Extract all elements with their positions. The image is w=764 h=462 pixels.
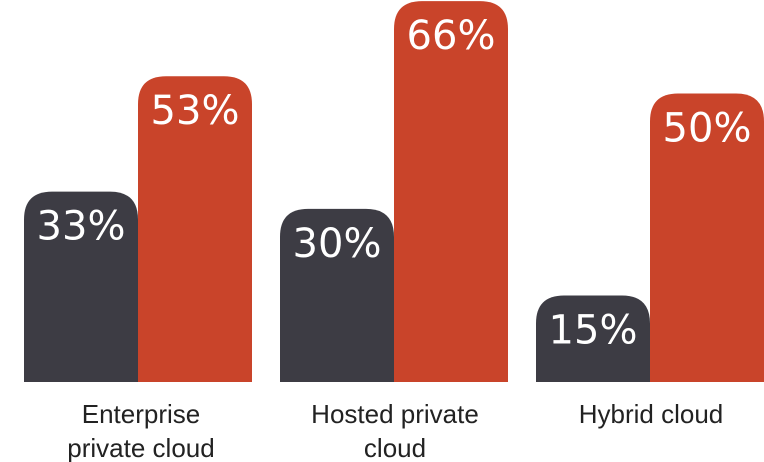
bar-value-label: 30% xyxy=(293,221,382,267)
category-label: Hosted private xyxy=(311,399,479,429)
bar-group: 30% 66% xyxy=(280,1,508,383)
bar-series-1 xyxy=(280,208,394,382)
category-label: Enterprise xyxy=(82,399,201,429)
category-label: private cloud xyxy=(67,433,214,462)
bar-value-label: 50% xyxy=(663,106,752,152)
bar-group: 33% 53% xyxy=(24,76,252,382)
bar-value-label: 15% xyxy=(549,307,638,353)
bar-series-1 xyxy=(24,191,138,382)
category-label: Hybrid cloud xyxy=(579,399,724,429)
bar-value-label: 33% xyxy=(37,204,126,250)
bar-series-1 xyxy=(536,295,650,382)
bar-series-2 xyxy=(650,93,764,382)
bar-series-2 xyxy=(394,1,508,383)
category-label: cloud xyxy=(364,433,426,462)
bar-series-2 xyxy=(138,76,252,382)
bar-value-label: 66% xyxy=(407,13,496,59)
bar-group: 15% 50% xyxy=(536,93,764,382)
bar-value-label: 53% xyxy=(151,88,240,134)
